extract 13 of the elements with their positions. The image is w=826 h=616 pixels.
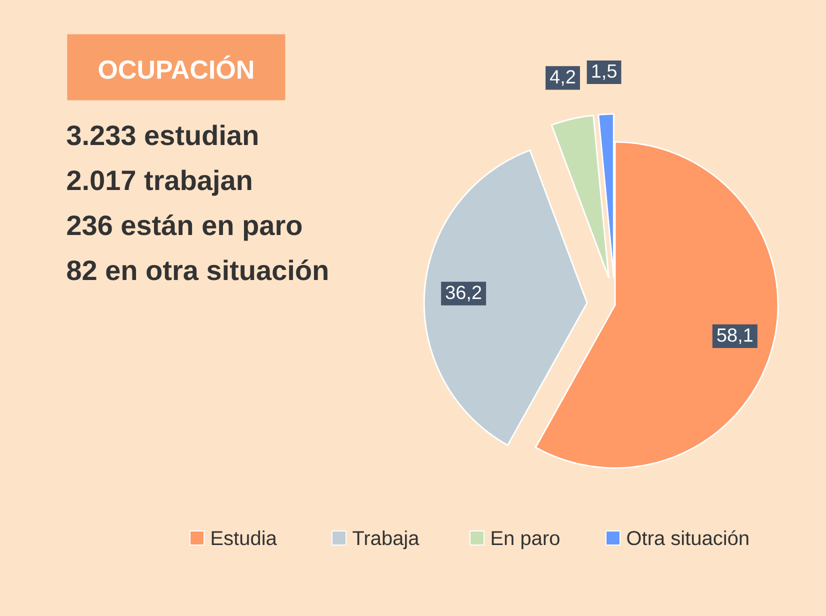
text: 3.233 estudian — [66, 124, 258, 146]
data-label: 58,1 — [717, 328, 752, 344]
data-label: 36,2 — [446, 286, 482, 302]
legend-label: En paro — [492, 531, 560, 550]
text: 236 están en paro — [67, 214, 302, 241]
legend-label: Estudia — [212, 530, 277, 546]
legend-label: Otra situación — [627, 530, 748, 546]
legend-label: Trabaja — [352, 530, 420, 550]
data-label: 1,5 — [592, 64, 616, 80]
chart-title: OCUPACIÓN — [98, 56, 253, 79]
text: 2.017 trabajan — [67, 170, 252, 196]
text: 82 en otra situación — [67, 259, 328, 280]
data-label: 4,2 — [550, 70, 576, 86]
